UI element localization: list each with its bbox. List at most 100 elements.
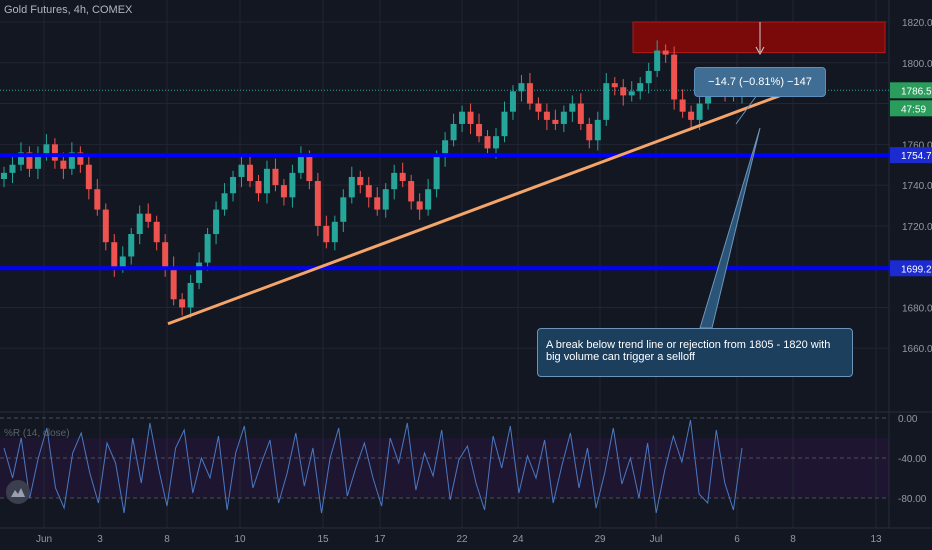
indicator-tick-label: -80.00 xyxy=(898,494,927,505)
time-tick-label: 10 xyxy=(234,534,246,545)
candle xyxy=(68,152,75,169)
time-tick-label: 29 xyxy=(594,534,606,545)
price-badge-label: 47:59 xyxy=(901,104,926,115)
price-badge-label: 1786.5 xyxy=(901,86,932,97)
candle xyxy=(43,144,50,155)
candle xyxy=(374,197,381,210)
time-tick-label: 24 xyxy=(512,534,524,545)
candle xyxy=(187,282,194,308)
candle xyxy=(340,197,347,222)
price-badge xyxy=(890,100,932,117)
price-tick-label: 1720.0 xyxy=(902,222,932,233)
candle xyxy=(662,50,669,55)
candle xyxy=(238,164,245,177)
zone-arrow-head xyxy=(755,46,765,56)
trend-line[interactable] xyxy=(167,87,798,326)
candle xyxy=(9,164,16,173)
time-tick-label: 6 xyxy=(734,534,740,545)
candle xyxy=(306,156,313,182)
candle xyxy=(467,111,474,124)
candle xyxy=(552,119,559,124)
indicator-title: %R (14, close) xyxy=(4,428,70,439)
time-tick-label: Jul xyxy=(650,534,663,545)
candle xyxy=(535,103,542,112)
candle xyxy=(543,111,550,120)
candle xyxy=(26,152,33,169)
candle xyxy=(357,176,364,186)
candle xyxy=(297,156,304,173)
candle xyxy=(162,242,169,267)
candle xyxy=(348,176,355,198)
candle xyxy=(94,189,101,210)
candle xyxy=(119,256,126,267)
time-tick-label: 17 xyxy=(374,534,386,545)
candle xyxy=(102,209,109,243)
candle xyxy=(679,99,686,112)
candle xyxy=(476,123,483,137)
measure-pointer xyxy=(735,94,758,125)
price-badge-label: 1754.7 xyxy=(901,151,932,162)
price-tick-label: 1820.0 xyxy=(902,18,932,29)
candle xyxy=(620,87,627,96)
candle xyxy=(399,172,406,182)
resistance-zone[interactable] xyxy=(632,21,886,54)
candle xyxy=(450,123,457,141)
candle xyxy=(518,83,525,92)
candle xyxy=(501,111,508,137)
indicator-tick-label: 0.00 xyxy=(898,414,918,425)
candle xyxy=(671,54,678,100)
candle xyxy=(442,140,449,157)
candle xyxy=(272,168,279,186)
candle xyxy=(594,119,601,141)
indicator-tick-label: -40.00 xyxy=(898,454,927,465)
price-badge-label: 1699.2 xyxy=(901,264,932,275)
price-badge xyxy=(890,260,932,277)
candle xyxy=(391,172,398,190)
candle xyxy=(34,154,41,169)
price-tick-label: 1800.0 xyxy=(902,59,932,70)
candle xyxy=(408,181,415,202)
annotation-note[interactable]: A break below trend line or rejection fr… xyxy=(537,328,853,377)
candle xyxy=(77,152,84,165)
candle xyxy=(654,50,661,71)
time-tick-label: 3 xyxy=(97,534,103,545)
candle xyxy=(560,111,567,124)
candle xyxy=(688,111,695,120)
price-tick-label: 1760.0 xyxy=(902,140,932,151)
time-tick-label: 8 xyxy=(164,534,170,545)
candle xyxy=(145,213,152,222)
indicator-band xyxy=(0,438,889,498)
candle xyxy=(128,234,135,257)
williams-r-line xyxy=(3,419,743,514)
candle xyxy=(314,181,321,226)
candle xyxy=(331,221,338,243)
candle xyxy=(1,172,7,179)
time-tick-label: 15 xyxy=(317,534,329,545)
candle xyxy=(611,83,618,88)
candle xyxy=(425,189,432,210)
time-tick-label: 22 xyxy=(456,534,468,545)
candle xyxy=(204,234,211,263)
candle xyxy=(196,262,203,283)
candle xyxy=(17,152,24,165)
candle xyxy=(577,103,584,124)
candle xyxy=(493,136,499,149)
price-tick-label: 1740.0 xyxy=(902,181,932,192)
price-badge xyxy=(890,82,932,99)
candle xyxy=(509,91,516,112)
measure-label[interactable]: −14.7 (−0.81%) −147 xyxy=(694,67,826,97)
time-tick-label: 8 xyxy=(790,534,796,545)
candle xyxy=(586,123,593,141)
candle xyxy=(230,176,237,194)
candle xyxy=(247,164,253,182)
candle xyxy=(433,156,440,190)
indicator-settings-icon[interactable] xyxy=(6,480,30,504)
candle xyxy=(221,193,228,210)
price-tick-label: 1660.0 xyxy=(902,344,932,355)
candle xyxy=(696,103,703,120)
candle xyxy=(263,168,270,194)
candle xyxy=(51,144,58,161)
candle xyxy=(628,91,635,96)
candle xyxy=(179,299,186,308)
candle xyxy=(526,83,533,104)
